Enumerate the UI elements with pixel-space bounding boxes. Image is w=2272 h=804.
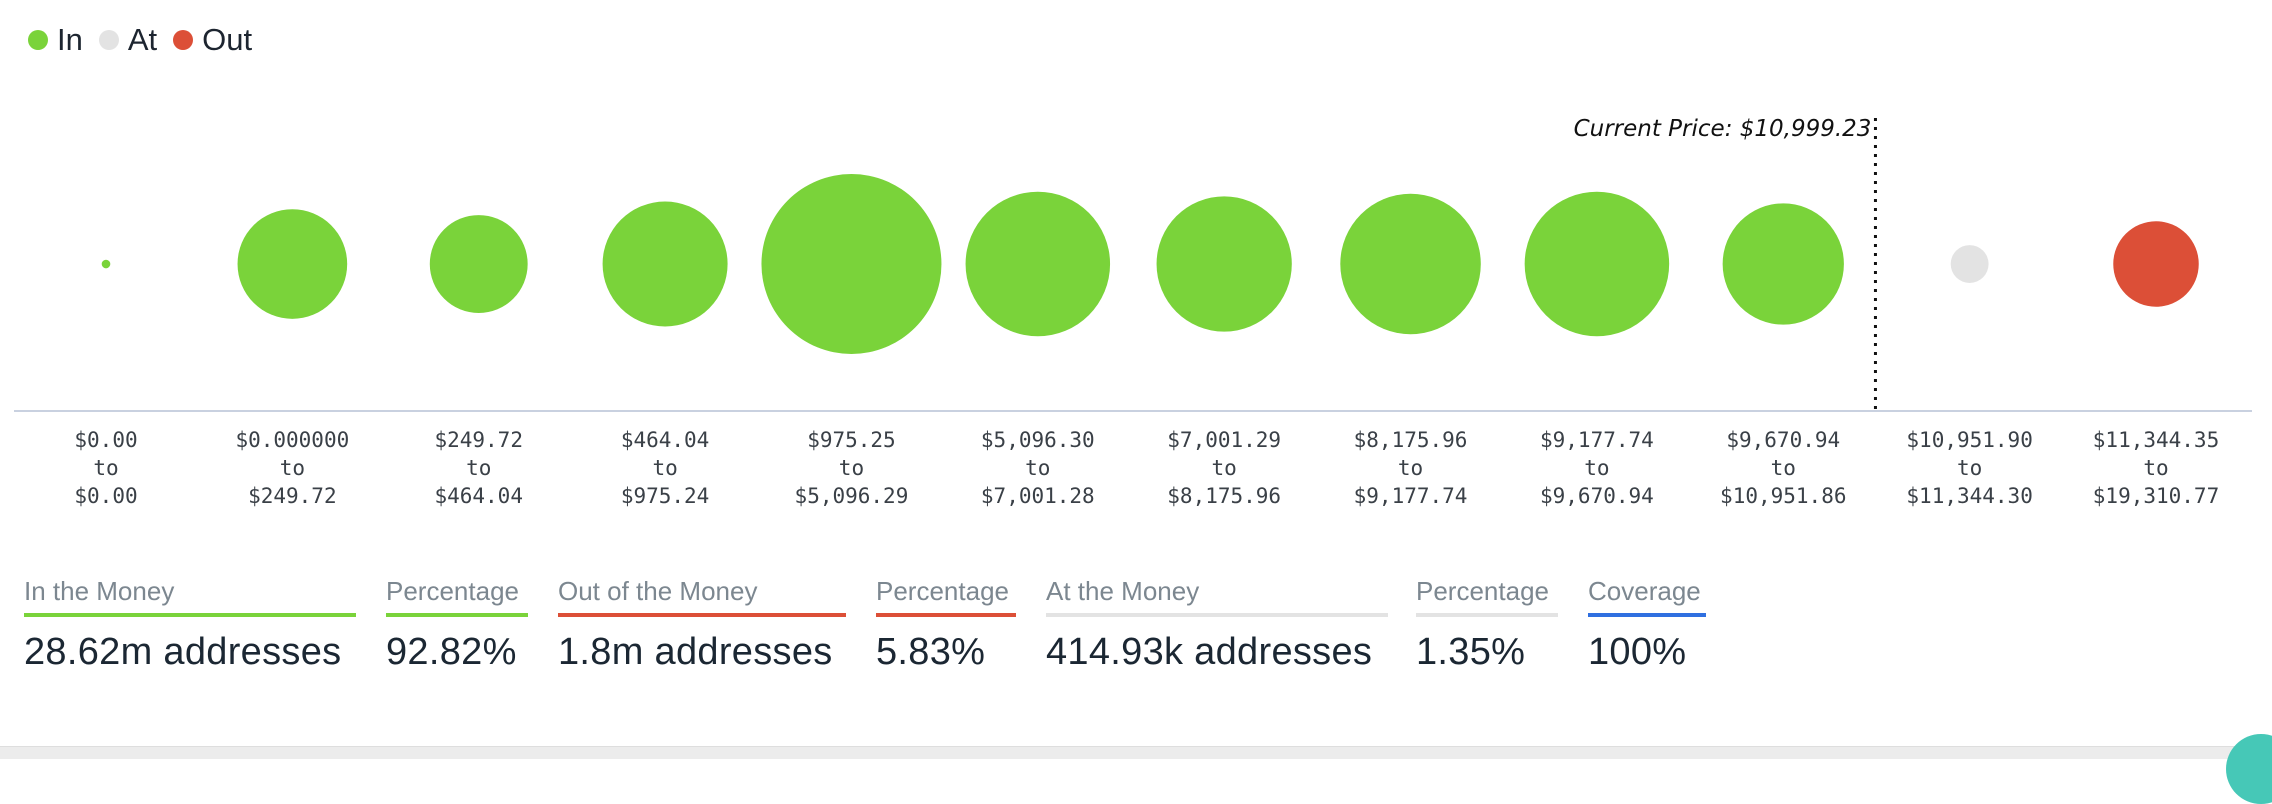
range-label-0: $0.00 to $0.00 bbox=[74, 428, 137, 508]
stat-value: 414.93k addresses bbox=[1046, 631, 1373, 673]
bubble-out-11[interactable] bbox=[2113, 221, 2199, 307]
bubble-in-6[interactable] bbox=[1156, 196, 1292, 332]
legend-label-out: Out bbox=[202, 22, 253, 57]
stat-label: Out of the Money bbox=[558, 576, 846, 617]
current-price-label: Current Price: $10,999.23 bbox=[1574, 116, 1872, 142]
stat-label: Percentage bbox=[1416, 576, 1558, 617]
bubble-at-10[interactable] bbox=[1950, 245, 1989, 283]
legend-label-at: At bbox=[127, 22, 158, 57]
stat-value: 92.82% bbox=[386, 631, 517, 673]
legend-item-out[interactable]: Out bbox=[173, 22, 252, 58]
stat-value: 1.35% bbox=[1416, 631, 1526, 673]
stat-at-percentage: Percentage 1.35% bbox=[1416, 576, 1558, 674]
legend-item-at[interactable]: At bbox=[98, 22, 158, 58]
bubble-in-1[interactable] bbox=[237, 209, 348, 319]
range-label-8: $9,177.74 to $9,670.94 bbox=[1540, 428, 1654, 508]
bubble-in-5[interactable] bbox=[965, 191, 1111, 337]
stat-label: Percentage bbox=[386, 576, 528, 617]
stat-value: 28.62m addresses bbox=[24, 631, 342, 673]
range-label-5: $5,096.30 to $7,001.28 bbox=[981, 428, 1095, 508]
bubble-in-2[interactable] bbox=[429, 215, 528, 313]
stat-coverage: Coverage 100% bbox=[1588, 576, 1706, 674]
corner-chat-icon[interactable] bbox=[2226, 734, 2272, 804]
range-label-11: $11,344.35 to $19,310.77 bbox=[2093, 428, 2219, 508]
stat-value: 100% bbox=[1588, 631, 1687, 673]
legend-dot-out-icon bbox=[173, 30, 194, 50]
bubble-in-9[interactable] bbox=[1722, 203, 1844, 325]
legend-item-in[interactable]: In bbox=[28, 22, 83, 58]
stat-label: Coverage bbox=[1588, 576, 1706, 617]
bubble-in-3[interactable] bbox=[602, 201, 728, 327]
stat-value: 5.83% bbox=[876, 631, 986, 673]
bottom-divider bbox=[0, 746, 2272, 759]
range-label-3: $464.04 to $975.24 bbox=[621, 428, 710, 508]
range-label-2: $249.72 to $464.04 bbox=[434, 428, 523, 508]
range-label-1: $0.000000 to $249.72 bbox=[235, 428, 349, 508]
bubble-in-8[interactable] bbox=[1524, 191, 1670, 337]
bubble-in-0[interactable] bbox=[101, 259, 111, 269]
bubble-in-4[interactable] bbox=[761, 174, 942, 354]
stat-out-of-the-money: Out of the Money 1.8m addresses bbox=[558, 576, 846, 674]
bubble-in-7[interactable] bbox=[1340, 193, 1481, 335]
range-label-6: $7,001.29 to $8,175.96 bbox=[1167, 428, 1281, 508]
stat-at-the-money: At the Money 414.93k addresses bbox=[1046, 576, 1388, 674]
stat-in-the-money: In the Money 28.62m addresses bbox=[24, 576, 356, 674]
stat-in-percentage: Percentage 92.82% bbox=[386, 576, 528, 674]
in-out-money-chart: $0.00 to $0.00 $0.000000 to $249.72 $249.72 to $… bbox=[14, 116, 2252, 508]
range-label-7: $8,175.96 to $9,177.74 bbox=[1354, 428, 1468, 508]
legend-dot-in-icon bbox=[28, 30, 48, 50]
chart-legend: In At Out bbox=[28, 22, 268, 58]
summary-stats: In the Money 28.62m addresses Percentage… bbox=[0, 576, 2272, 686]
legend-dot-at-icon bbox=[98, 30, 119, 50]
range-label-9: $9,670.94 to $10,951.86 bbox=[1720, 428, 1846, 508]
legend-label-in: In bbox=[57, 22, 83, 57]
stat-label: Percentage bbox=[876, 576, 1016, 617]
stat-label: In the Money bbox=[24, 576, 356, 617]
stat-value: 1.8m addresses bbox=[558, 631, 833, 673]
range-label-4: $975.25 to $5,096.29 bbox=[795, 428, 909, 508]
range-label-10: $10,951.90 to $11,344.30 bbox=[1906, 428, 2032, 508]
stat-label: At the Money bbox=[1046, 576, 1388, 617]
stat-out-percentage: Percentage 5.83% bbox=[876, 576, 1016, 674]
